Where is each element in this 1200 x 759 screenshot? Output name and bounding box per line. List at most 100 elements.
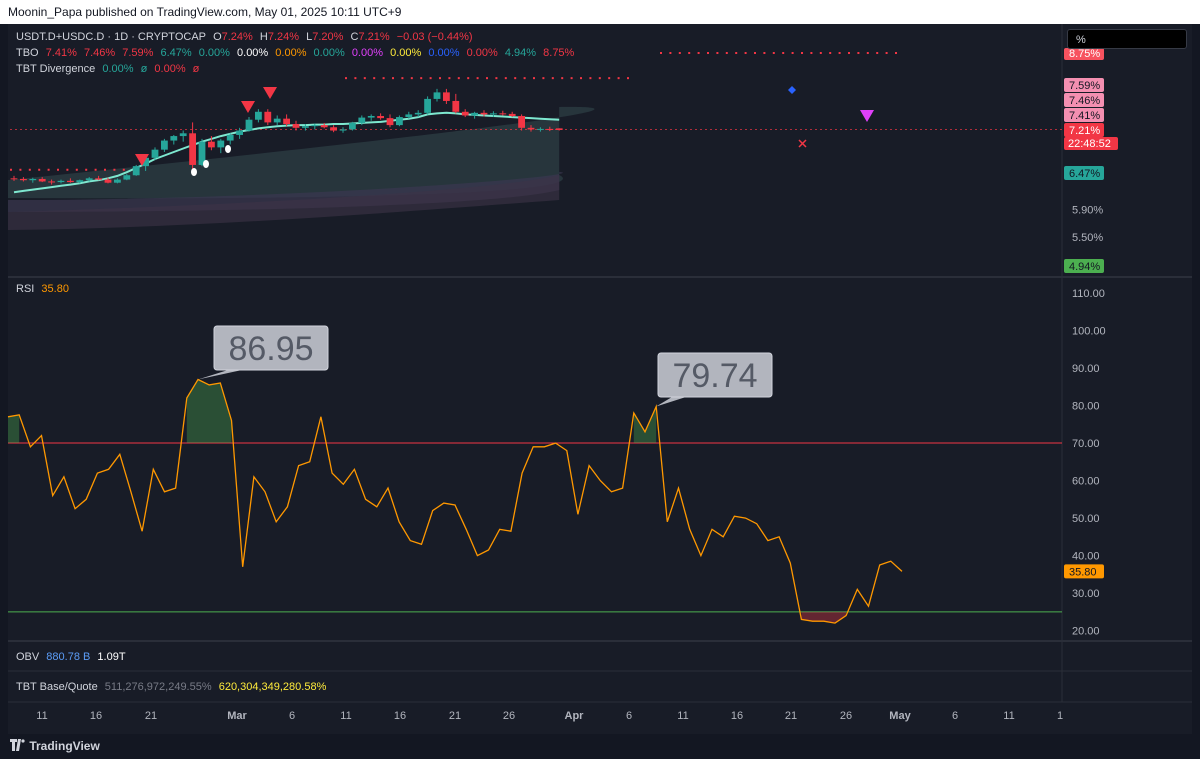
candle-body: [48, 181, 55, 183]
current-price-line: [850, 129, 852, 130]
current-price-line: [935, 129, 937, 130]
rsi-axis-label: 50.00: [1072, 513, 1100, 525]
candle-body: [226, 134, 234, 141]
current-price-line: [835, 129, 837, 130]
current-price-line: [375, 129, 377, 130]
resistance-dot: [866, 52, 869, 54]
rsi-overbought-fill: [186, 379, 232, 444]
current-price-line: [920, 129, 922, 130]
tbt-value-2: 620,304,349,280.58%: [218, 681, 327, 693]
current-price-line: [585, 129, 587, 130]
resistance-dot: [810, 52, 813, 54]
current-price-line: [620, 129, 622, 130]
current-price-line: [430, 129, 432, 130]
tbo-value: 8.75%: [543, 47, 575, 59]
main-legend: USDT.D+USDC.D · 1D · CRYPTOCAP O7.24% H7…: [16, 31, 477, 43]
current-price-line: [1005, 129, 1007, 130]
current-price-line: [1010, 129, 1012, 130]
candle-body: [320, 125, 328, 128]
current-price-line: [300, 129, 302, 130]
current-price-line: [125, 129, 127, 130]
current-price-line: [215, 129, 217, 130]
candle-body: [151, 149, 159, 158]
x-axis-label: 16: [90, 710, 102, 722]
resistance-dot: [848, 52, 850, 54]
signal-drop-marker: [191, 168, 197, 176]
rsi-oversold-fill: [801, 611, 847, 624]
current-price-line: [105, 129, 107, 130]
current-price-line: [90, 129, 92, 130]
current-price-line: [45, 129, 47, 130]
current-price-line: [690, 129, 692, 130]
current-price-line: [970, 129, 972, 130]
resistance-dot: [401, 77, 404, 80]
resistance-dot: [28, 168, 31, 171]
current-price-line: [860, 129, 862, 130]
resistance-dot: [678, 52, 681, 54]
resistance-dot: [104, 168, 106, 171]
x-axis-label: 21: [449, 710, 461, 722]
candle-body: [208, 141, 215, 148]
current-price-line: [195, 129, 197, 130]
change-value: −0.03 (−0.44%): [396, 31, 473, 43]
resistance-dot: [570, 77, 573, 80]
current-price-line: [495, 129, 497, 130]
rsi-axis-label: 20.00: [1072, 626, 1100, 638]
resistance-dot: [495, 77, 498, 80]
current-price-line: [80, 129, 82, 130]
current-price-line: [370, 129, 372, 130]
candle-body: [179, 133, 187, 137]
candle-body: [405, 114, 413, 118]
price-tag: [1064, 93, 1104, 107]
current-price-line: [725, 129, 727, 130]
current-price-line: [1030, 129, 1032, 130]
current-price-line: [775, 129, 777, 130]
current-price-line: [435, 129, 437, 130]
current-price-line: [460, 129, 462, 130]
rsi-axis-label: 90.00: [1072, 363, 1100, 375]
current-price-line: [120, 129, 122, 130]
current-price-line: [630, 129, 632, 130]
resistance-dot: [85, 168, 88, 171]
candle-body: [527, 127, 535, 130]
candle-body: [292, 124, 300, 128]
current-price-line: [75, 129, 77, 130]
current-price-line: [440, 129, 442, 130]
current-price-line: [515, 129, 517, 130]
current-price-line: [705, 129, 707, 130]
current-price-line: [505, 129, 507, 130]
current-price-line: [625, 129, 627, 130]
resistance-dot: [660, 52, 662, 54]
current-price-line: [200, 129, 202, 130]
current-price-line: [445, 129, 447, 130]
tbo-value: 0.00%: [237, 47, 269, 59]
scale-mode-box[interactable]: %: [1067, 29, 1187, 49]
price-tag: [1064, 166, 1104, 180]
candle-body: [490, 113, 497, 115]
resistance-dot: [533, 77, 535, 80]
resistance-dot: [38, 168, 41, 171]
current-price-line: [1060, 129, 1062, 130]
current-price-line: [735, 129, 737, 130]
current-price-line: [670, 129, 672, 130]
current-price-line: [350, 129, 352, 130]
divergence-label: TBT Divergence: [16, 63, 96, 75]
price-tag-label: 7.46%: [1069, 95, 1100, 107]
current-price-line: [265, 129, 267, 130]
publish-header: Moonin_Papa published on TradingView.com…: [0, 0, 1200, 24]
sell-signal-triangle: [135, 154, 149, 166]
resistance-dot: [467, 77, 470, 80]
current-price-line: [175, 129, 177, 130]
current-price-line: [1045, 129, 1047, 130]
current-price-line: [610, 129, 612, 130]
current-price-line: [590, 129, 592, 130]
x-axis-label: 11: [677, 710, 688, 722]
current-price-line: [570, 129, 572, 130]
current-price-line: [810, 129, 812, 130]
current-price-line: [1000, 129, 1002, 130]
current-price-line: [650, 129, 652, 130]
current-price-line: [465, 129, 467, 130]
price-tag: [1064, 48, 1104, 60]
candle-body: [452, 100, 460, 112]
